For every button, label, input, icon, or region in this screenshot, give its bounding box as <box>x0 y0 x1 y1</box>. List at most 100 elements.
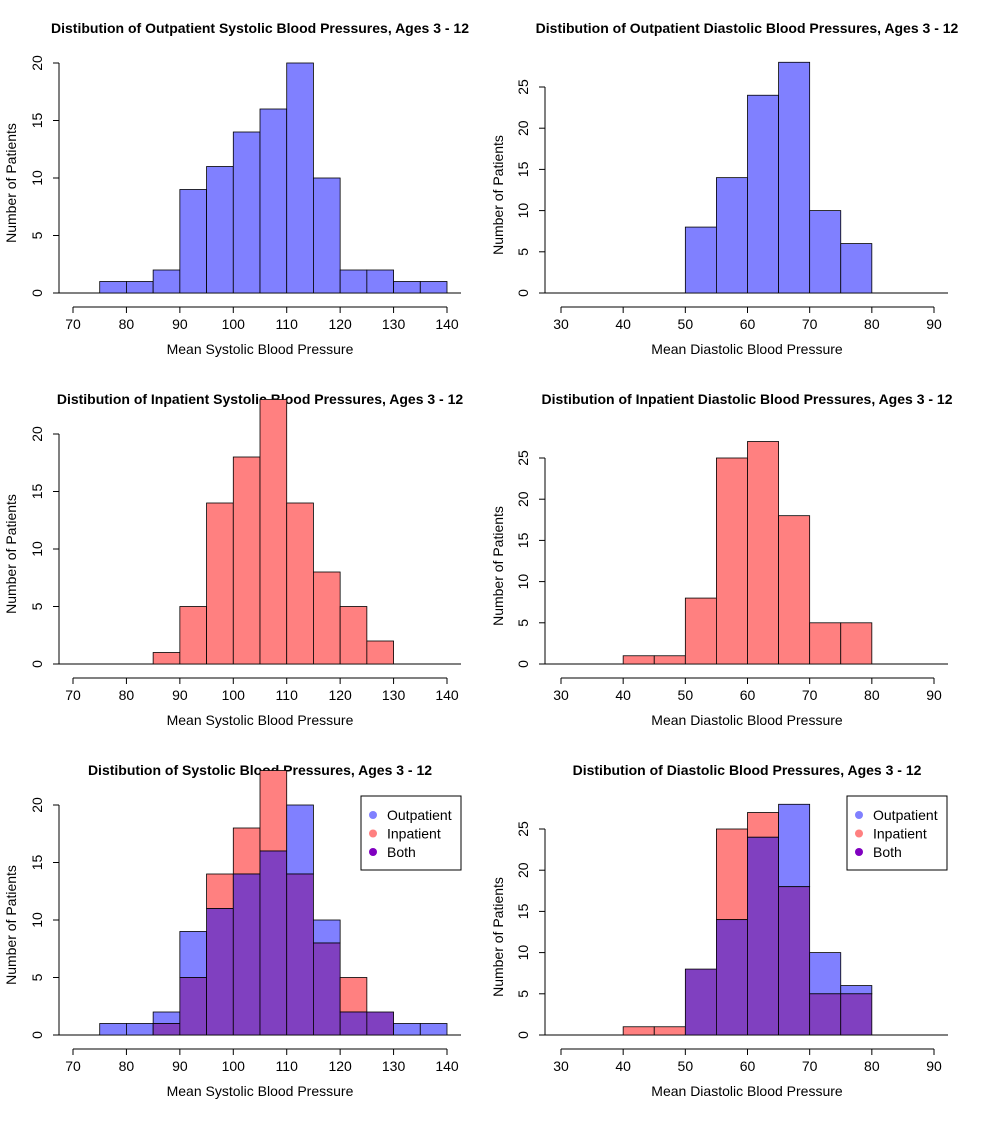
y-axis-label: Number of Patients <box>490 506 506 626</box>
histogram-bar-excess <box>232 827 261 875</box>
chart-panel-2: Distibution of Outpatient Diastolic Bloo… <box>490 20 959 357</box>
legend-label: Inpatient <box>873 826 927 842</box>
chart-title: Distibution of Diastolic Blood Pressures… <box>573 762 922 778</box>
chart-title: Distibution of Systolic Blood Pressures,… <box>88 762 432 778</box>
chart-panel-1: Distibution of Outpatient Systolic Blood… <box>3 20 469 357</box>
x-tick-label: 90 <box>926 316 942 332</box>
histogram-bar <box>684 226 717 294</box>
histogram-bar <box>99 281 127 294</box>
histogram-bar <box>684 597 717 665</box>
histogram-bar-overlap <box>366 1011 394 1036</box>
histogram-bar-excess <box>313 919 341 944</box>
x-tick-label: 50 <box>678 687 694 703</box>
histogram-bar-overlap <box>286 873 314 1036</box>
x-tick-label: 80 <box>119 1058 135 1074</box>
y-tick-label: 10 <box>29 541 45 557</box>
histogram-bar <box>840 243 873 294</box>
x-tick-label: 30 <box>553 687 569 703</box>
x-tick-label: 110 <box>276 316 299 332</box>
histogram-bar <box>313 571 341 665</box>
histogram-bar <box>716 457 748 665</box>
histogram-bar <box>366 269 394 294</box>
histogram-bar-excess <box>286 804 314 875</box>
y-tick-label: 15 <box>29 113 45 129</box>
y-tick-label: 20 <box>515 491 531 507</box>
x-tick-label: 30 <box>553 316 569 332</box>
histogram-bar <box>313 177 341 294</box>
y-tick-label: 5 <box>29 231 45 239</box>
chart-panel-6: Distibution of Diastolic Blood Pressures… <box>490 762 948 1099</box>
x-tick-label: 110 <box>276 687 299 703</box>
histogram-bar <box>339 606 368 665</box>
histogram-bar <box>366 640 394 665</box>
y-tick-label: 5 <box>29 973 45 981</box>
x-tick-label: 80 <box>119 316 135 332</box>
y-tick-label: 0 <box>29 1031 45 1039</box>
chart-title: Distibution of Inpatient Diastolic Blood… <box>542 391 953 407</box>
histogram-bar <box>206 502 234 665</box>
histogram-bar-overlap <box>152 1023 181 1036</box>
histogram-bar <box>653 655 686 665</box>
histogram-bar-overlap <box>339 1011 368 1036</box>
histogram-bar <box>232 131 261 294</box>
chart-title: Distibution of Outpatient Diastolic Bloo… <box>536 20 959 36</box>
histogram-bar-overlap <box>716 919 748 1036</box>
x-tick-label: 70 <box>65 316 81 332</box>
chart-panel-3: Distibution of Inpatient Systolic Blood … <box>3 391 463 728</box>
x-tick-label: 100 <box>222 1058 246 1074</box>
histogram-bar-overlap <box>206 908 234 1036</box>
histogram-bar <box>747 94 779 294</box>
y-axis-label: Number of Patients <box>3 494 19 614</box>
histogram-bar <box>622 655 655 665</box>
legend-marker <box>855 811 863 819</box>
y-tick-label: 10 <box>515 574 531 590</box>
legend-label: Outpatient <box>387 807 452 823</box>
y-tick-label: 20 <box>29 797 45 813</box>
y-axis-label: Number of Patients <box>490 877 506 997</box>
histogram-bar <box>152 652 181 665</box>
x-tick-label: 30 <box>553 1058 569 1074</box>
x-tick-label: 70 <box>802 687 818 703</box>
x-tick-label: 130 <box>382 1058 406 1074</box>
chart-panel-5: Distibution of Systolic Blood Pressures,… <box>3 762 462 1099</box>
x-axis-label: Mean Diastolic Blood Pressure <box>651 1083 843 1099</box>
histogram-bar <box>393 281 421 294</box>
y-tick-label: 0 <box>515 289 531 297</box>
x-tick-label: 40 <box>615 1058 631 1074</box>
y-tick-label: 20 <box>515 120 531 136</box>
x-tick-label: 140 <box>435 687 459 703</box>
histogram-bar <box>747 441 779 665</box>
y-tick-label: 20 <box>515 862 531 878</box>
y-tick-label: 10 <box>29 170 45 186</box>
x-tick-label: 90 <box>172 1058 188 1074</box>
histogram-bar-overlap <box>684 968 717 1036</box>
x-tick-label: 120 <box>328 1058 352 1074</box>
x-axis-label: Mean Diastolic Blood Pressure <box>651 712 843 728</box>
histogram-bar-excess <box>259 770 288 852</box>
histogram-bar <box>809 622 842 665</box>
histogram-bar <box>179 189 207 294</box>
legend-box <box>360 795 462 871</box>
y-axis-label: Number of Patients <box>3 123 19 243</box>
histogram-bar <box>809 210 842 294</box>
x-tick-label: 100 <box>222 687 246 703</box>
x-tick-label: 70 <box>65 687 81 703</box>
x-tick-label: 90 <box>172 687 188 703</box>
histogram-bar <box>126 281 154 294</box>
histogram-bar-excess <box>747 812 779 838</box>
legend-marker <box>855 848 863 856</box>
histogram-bar <box>419 281 448 294</box>
x-tick-label: 40 <box>615 687 631 703</box>
histogram-bar-overlap <box>313 942 341 1036</box>
y-tick-label: 10 <box>515 945 531 961</box>
legend-marker <box>369 848 377 856</box>
legend-label: Both <box>387 844 416 860</box>
histogram-bar <box>259 399 288 665</box>
x-tick-label: 40 <box>615 316 631 332</box>
histogram-bar-excess <box>840 985 873 995</box>
histogram-bar-excess <box>179 931 207 978</box>
x-tick-label: 100 <box>222 316 246 332</box>
histogram-bar <box>286 502 314 665</box>
histogram-bar <box>339 269 368 294</box>
